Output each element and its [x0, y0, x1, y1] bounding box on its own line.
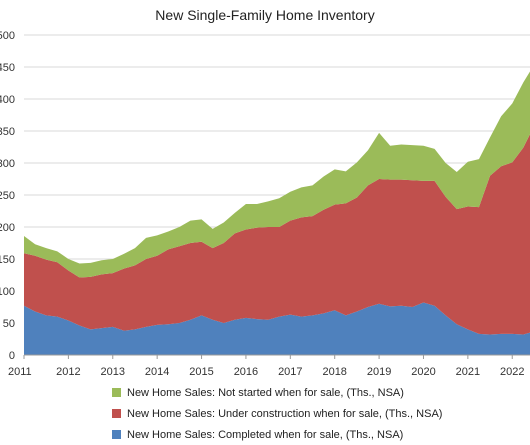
x-tick-label: 2022	[500, 366, 524, 378]
legend-label-completed: New Home Sales: Completed when for sale,…	[127, 428, 404, 441]
x-tick-label: 2015	[189, 366, 213, 378]
x-tick-label: 2017	[278, 366, 302, 378]
stacked-areas	[24, 71, 530, 355]
x-tick-label: 2011	[8, 366, 32, 378]
x-tick-label: 2016	[234, 366, 258, 378]
y-tick-label: 450	[0, 62, 15, 74]
y-tick-label: 300	[0, 158, 15, 170]
y-tick-label: 500	[0, 30, 15, 42]
legend-item-not-started[interactable]: New Home Sales: Not started when for sal…	[112, 382, 522, 403]
x-tick-label: 2021	[456, 366, 480, 378]
y-tick-label: 150	[0, 254, 15, 266]
area-series-completed	[24, 302, 530, 355]
x-tick-label: 2012	[56, 366, 80, 378]
area-series-under-construction	[24, 134, 530, 335]
y-tick-label: 0	[9, 350, 15, 362]
y-tick-label: 250	[0, 190, 15, 202]
legend-item-under-construction[interactable]: New Home Sales: Under construction when …	[112, 403, 522, 424]
y-tick-label: 400	[0, 94, 15, 106]
y-tick-label: 50	[3, 318, 15, 330]
x-tick-label: 2020	[411, 366, 435, 378]
legend-swatch-completed	[112, 430, 121, 439]
legend-label-not-started: New Home Sales: Not started when for sal…	[127, 386, 404, 399]
y-tick-label: 200	[0, 222, 15, 234]
x-tick-label: 2014	[145, 366, 169, 378]
y-tick-labels: 0 50 100 150 200 250 300 350 400 450 500	[0, 30, 15, 362]
legend-swatch-not-started	[112, 388, 121, 397]
legend-label-under-construction: New Home Sales: Under construction when …	[127, 407, 443, 420]
legend-swatch-under-construction	[112, 409, 121, 418]
area-series-not-started	[24, 71, 530, 278]
y-tick-label: 100	[0, 286, 15, 298]
y-tick-label: 350	[0, 126, 15, 138]
x-tick-label: 2018	[322, 366, 346, 378]
x-tick-label: 2013	[101, 366, 125, 378]
x-tick-label: 2019	[367, 366, 391, 378]
legend-item-completed[interactable]: New Home Sales: Completed when for sale,…	[112, 424, 522, 445]
legend: New Home Sales: Not started when for sal…	[112, 382, 522, 445]
axes	[23, 354, 530, 359]
chart-title: New Single-Family Home Inventory	[155, 7, 375, 23]
x-tick-labels: 2011 2012 2013 2014 2015 2016 2017 2018 2019 2020…	[8, 366, 524, 378]
